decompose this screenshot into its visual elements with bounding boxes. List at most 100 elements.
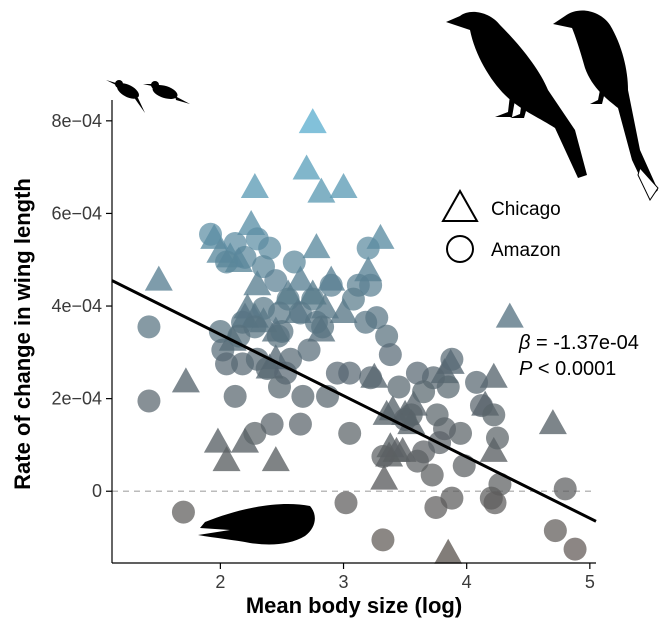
amazon-circle-point — [465, 370, 489, 394]
beta-annotation: β = -1.37e-04 — [518, 332, 639, 354]
amazon-circle-point — [258, 236, 282, 260]
amazon-circle-point — [387, 375, 411, 399]
chicago-triangle-point — [302, 233, 331, 259]
chicago-triangle-point — [495, 302, 524, 328]
amazon-circle-point — [260, 412, 284, 436]
chicago-triangle-point — [203, 427, 232, 453]
hummingbird-silhouette-small-icon — [106, 80, 145, 113]
amazon-circle-point — [270, 320, 294, 343]
amazon-circle-point — [553, 477, 577, 501]
x-tick-label: 4 — [462, 572, 472, 592]
amazon-circle-point — [436, 375, 460, 399]
amazon-circle-point — [291, 384, 315, 408]
chicago-triangle-point — [329, 172, 358, 198]
amazon-circle-point — [420, 463, 444, 487]
amazon-circle-point — [405, 449, 429, 473]
amazon-circle-point — [485, 426, 509, 450]
amazon-circle-point — [359, 273, 383, 297]
amazon-circle-point — [483, 491, 507, 515]
amazon-circle-point — [223, 384, 247, 408]
legend-label-amazon: Amazon — [491, 240, 561, 261]
y-tick-label: 0 — [92, 481, 102, 501]
x-axis: 2 3 4 5 — [112, 562, 596, 592]
beta-value: = -1.37e-04 — [530, 332, 638, 354]
amazon-circle-point — [356, 236, 380, 260]
amazon-circle-point — [137, 315, 161, 339]
amazon-circle-point — [482, 403, 506, 427]
amazon-circle-point — [243, 421, 267, 445]
amazon-circle-point — [267, 301, 291, 325]
amazon-circle-point — [264, 269, 288, 293]
jay-silhouette-large-icon — [446, 11, 587, 179]
chicago-triangle-point — [212, 446, 241, 472]
legend-label-chicago: Chicago — [491, 199, 561, 220]
amazon-circle-point — [137, 389, 161, 413]
amazon-circle-point — [338, 421, 362, 445]
beta-symbol: β — [518, 332, 530, 354]
x-tick-label: 3 — [339, 572, 349, 592]
amazon-circle-point — [311, 315, 335, 339]
amazon-circle-point — [233, 245, 257, 269]
legend-triangle-icon — [441, 188, 479, 222]
amazon-circle-point — [449, 421, 473, 445]
amazon-circle-point — [452, 454, 476, 478]
x-tick-label: 2 — [215, 572, 225, 592]
amazon-circle-point — [338, 361, 362, 385]
amazon-circle-point — [267, 375, 291, 399]
magpie-silhouette-icon — [553, 10, 659, 202]
stats-annotation: β = -1.37e-04 P < 0.0001 — [518, 332, 639, 380]
amazon-circle-point — [334, 491, 358, 515]
p-value: < 0.0001 — [532, 358, 616, 380]
y-tick-label: 8e−04 — [51, 111, 102, 131]
regression-line — [111, 279, 597, 523]
amazon-circle-point — [378, 343, 402, 367]
chicago-triangle-point — [298, 108, 327, 134]
amazon-circle-point — [371, 528, 395, 552]
amazon-circle-point — [255, 357, 279, 381]
amazon-circle-point — [319, 273, 343, 297]
chicago-triangle-point — [370, 464, 399, 490]
chicago-triangle-point — [144, 265, 173, 291]
hummingbird-silhouette-large-icon — [143, 81, 190, 104]
amazon-circle-point — [399, 403, 423, 427]
chicago-triangle-point — [538, 409, 567, 435]
p-annotation: P < 0.0001 — [519, 358, 616, 380]
amazon-circle-point — [215, 352, 239, 376]
chicago-triangle-point — [329, 297, 358, 323]
chicago-triangle-point — [171, 367, 200, 393]
amazon-circle-point — [199, 222, 223, 246]
amazon-circle-point — [371, 445, 395, 469]
wing-silhouette-icon — [198, 503, 315, 545]
fit-line — [111, 279, 597, 523]
y-tick-label: 6e−04 — [51, 203, 102, 223]
y-tick-label: 4e−04 — [51, 296, 102, 316]
amazon-circle-point — [282, 250, 306, 274]
amazon-circle-point — [288, 412, 312, 436]
amazon-circle-point — [354, 310, 378, 334]
amazon-circle-point — [424, 495, 448, 519]
amazon-circle-point — [543, 519, 567, 543]
x-tick-label: 5 — [585, 572, 595, 592]
amazon-circle-point — [359, 366, 383, 390]
amazon-circle-point — [563, 537, 587, 561]
chicago-triangle-point — [292, 154, 321, 180]
amazon-circle-point — [375, 324, 399, 348]
chicago-triangle-point — [231, 427, 260, 453]
chicago-triangle-point — [434, 538, 463, 564]
chicago-triangle-point — [307, 177, 336, 203]
amazon-circle-point — [215, 250, 239, 274]
amazon-circle-point — [412, 380, 436, 404]
chicago-triangle-point — [479, 436, 508, 462]
legend-circle-icon — [446, 235, 474, 263]
amazon-circle-point — [440, 347, 464, 371]
chicago-triangle-point — [243, 270, 272, 296]
amazon-circle-point — [341, 287, 365, 311]
chicago-triangle-point — [240, 172, 269, 198]
x-axis-title: Mean body size (log) — [246, 593, 462, 618]
y-tick-label: 2e−04 — [51, 389, 102, 409]
chicago-triangle-point — [286, 265, 315, 291]
chicago-triangle-point — [261, 446, 290, 472]
y-axis: 0 2e−04 4e−04 6e−04 8e−04 — [51, 100, 113, 563]
p-symbol: P — [519, 358, 533, 380]
